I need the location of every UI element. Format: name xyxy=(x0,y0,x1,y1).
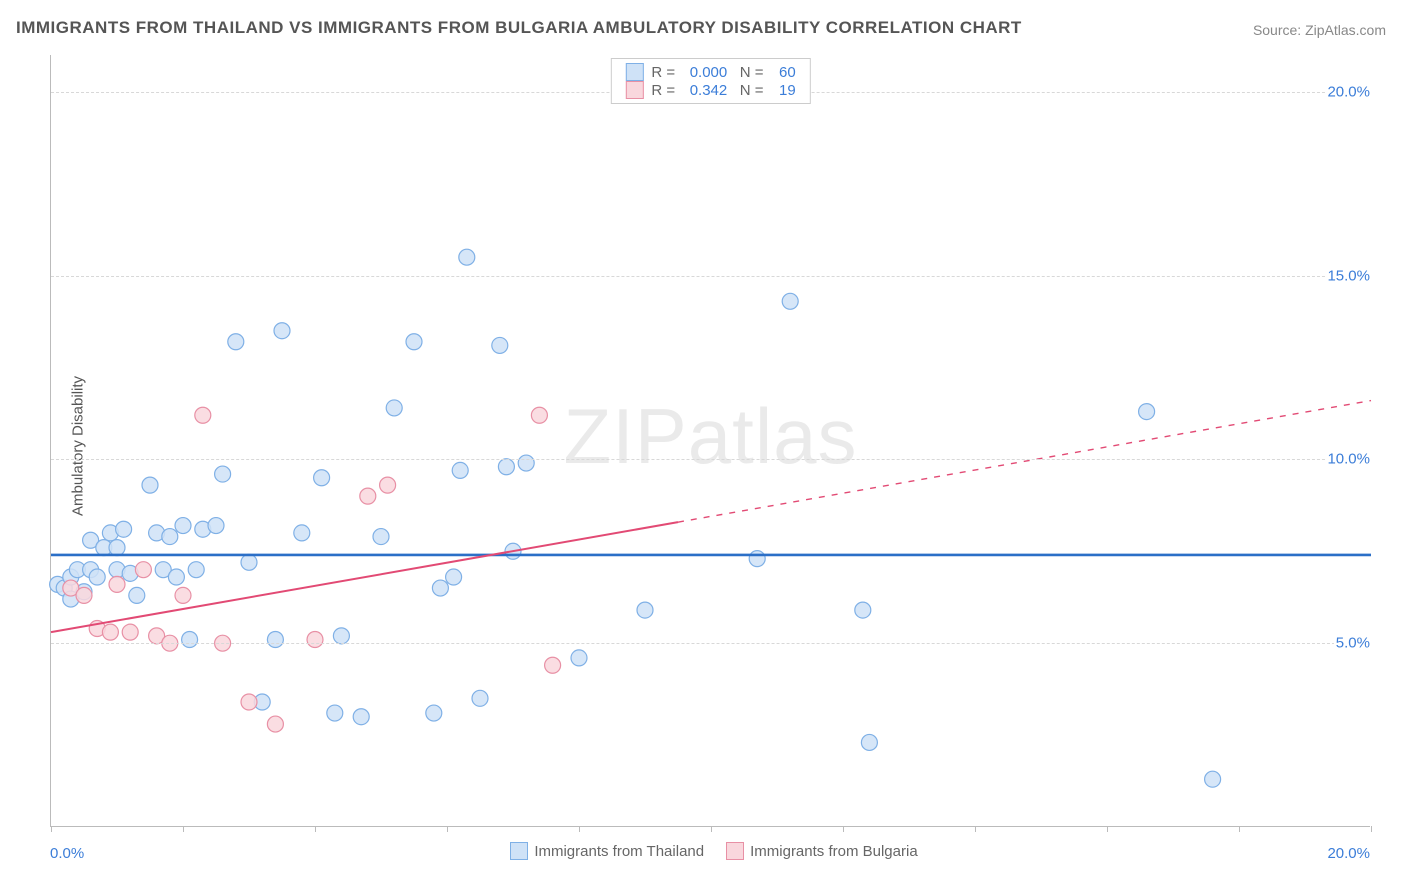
data-point xyxy=(135,562,151,578)
data-point xyxy=(208,518,224,534)
data-point xyxy=(195,407,211,423)
data-point xyxy=(76,587,92,603)
data-point xyxy=(188,562,204,578)
data-point xyxy=(531,407,547,423)
data-point xyxy=(459,249,475,265)
data-point xyxy=(168,569,184,585)
data-point xyxy=(353,709,369,725)
gridline xyxy=(51,643,1370,644)
data-point xyxy=(637,602,653,618)
data-point xyxy=(116,521,132,537)
data-point xyxy=(129,587,145,603)
source-attribution: Source: ZipAtlas.com xyxy=(1253,22,1386,38)
legend-n-label: N = xyxy=(727,64,767,81)
data-point xyxy=(102,624,118,640)
correlation-legend: R = 0.000 N = 60R = 0.342 N = 19 xyxy=(610,58,810,104)
data-point xyxy=(327,705,343,721)
y-tick-label: 15.0% xyxy=(1325,267,1372,284)
legend-swatch xyxy=(625,81,643,99)
data-point xyxy=(545,657,561,673)
legend-n-label: N = xyxy=(727,82,767,99)
data-point xyxy=(294,525,310,541)
data-point xyxy=(452,462,468,478)
data-point xyxy=(492,337,508,353)
data-point xyxy=(142,477,158,493)
data-point xyxy=(782,293,798,309)
legend-row: R = 0.342 N = 19 xyxy=(625,81,795,99)
data-point xyxy=(162,529,178,545)
data-point xyxy=(314,470,330,486)
data-point xyxy=(109,576,125,592)
x-tick-mark xyxy=(1107,826,1108,832)
legend-n-value: 19 xyxy=(768,82,796,99)
data-point xyxy=(267,632,283,648)
x-tick-mark xyxy=(183,826,184,832)
data-point xyxy=(432,580,448,596)
data-point xyxy=(426,705,442,721)
legend-r-value: 0.342 xyxy=(679,82,727,99)
data-point xyxy=(122,624,138,640)
y-tick-label: 20.0% xyxy=(1325,83,1372,100)
data-point xyxy=(386,400,402,416)
x-tick-mark xyxy=(51,826,52,832)
data-point xyxy=(855,602,871,618)
data-point xyxy=(228,334,244,350)
scatter-plot-svg xyxy=(51,55,1370,826)
data-point xyxy=(241,694,257,710)
data-point xyxy=(274,323,290,339)
data-point xyxy=(380,477,396,493)
data-point xyxy=(360,488,376,504)
x-tick-mark xyxy=(579,826,580,832)
data-point xyxy=(1139,404,1155,420)
x-tick-mark xyxy=(447,826,448,832)
legend-series-label: Immigrants from Thailand xyxy=(534,843,704,860)
data-point xyxy=(861,734,877,750)
legend-r-value: 0.000 xyxy=(679,64,727,81)
gridline xyxy=(51,276,1370,277)
data-point xyxy=(446,569,462,585)
data-point xyxy=(406,334,422,350)
data-point xyxy=(89,569,105,585)
data-point xyxy=(175,587,191,603)
data-point xyxy=(267,716,283,732)
data-point xyxy=(373,529,389,545)
x-tick-mark xyxy=(975,826,976,832)
y-tick-label: 5.0% xyxy=(1334,635,1372,652)
data-point xyxy=(498,459,514,475)
legend-n-value: 60 xyxy=(768,64,796,81)
data-point xyxy=(749,551,765,567)
legend-r-label: R = xyxy=(651,82,679,99)
legend-series-label: Immigrants from Bulgaria xyxy=(750,843,918,860)
x-tick-mark xyxy=(1239,826,1240,832)
x-tick-mark xyxy=(843,826,844,832)
x-tick-mark xyxy=(711,826,712,832)
data-point xyxy=(333,628,349,644)
chart-title: IMMIGRANTS FROM THAILAND VS IMMIGRANTS F… xyxy=(16,18,1022,38)
legend-swatch xyxy=(510,842,528,860)
data-point xyxy=(241,554,257,570)
legend-swatch xyxy=(625,63,643,81)
x-tick-mark xyxy=(315,826,316,832)
data-point xyxy=(109,540,125,556)
data-point xyxy=(1205,771,1221,787)
data-point xyxy=(307,632,323,648)
x-tick-mark xyxy=(1371,826,1372,832)
data-point xyxy=(175,518,191,534)
data-point xyxy=(518,455,534,471)
series-legend: Immigrants from Thailand Immigrants from … xyxy=(0,842,1406,860)
data-point xyxy=(472,690,488,706)
data-point xyxy=(571,650,587,666)
trend-line-dashed xyxy=(678,401,1371,523)
y-tick-label: 10.0% xyxy=(1325,451,1372,468)
gridline xyxy=(51,459,1370,460)
data-point xyxy=(182,632,198,648)
legend-row: R = 0.000 N = 60 xyxy=(625,63,795,81)
legend-swatch xyxy=(726,842,744,860)
data-point xyxy=(215,466,231,482)
chart-plot-area: ZIPatlas R = 0.000 N = 60R = 0.342 N = 1… xyxy=(50,55,1370,827)
legend-r-label: R = xyxy=(651,64,679,81)
